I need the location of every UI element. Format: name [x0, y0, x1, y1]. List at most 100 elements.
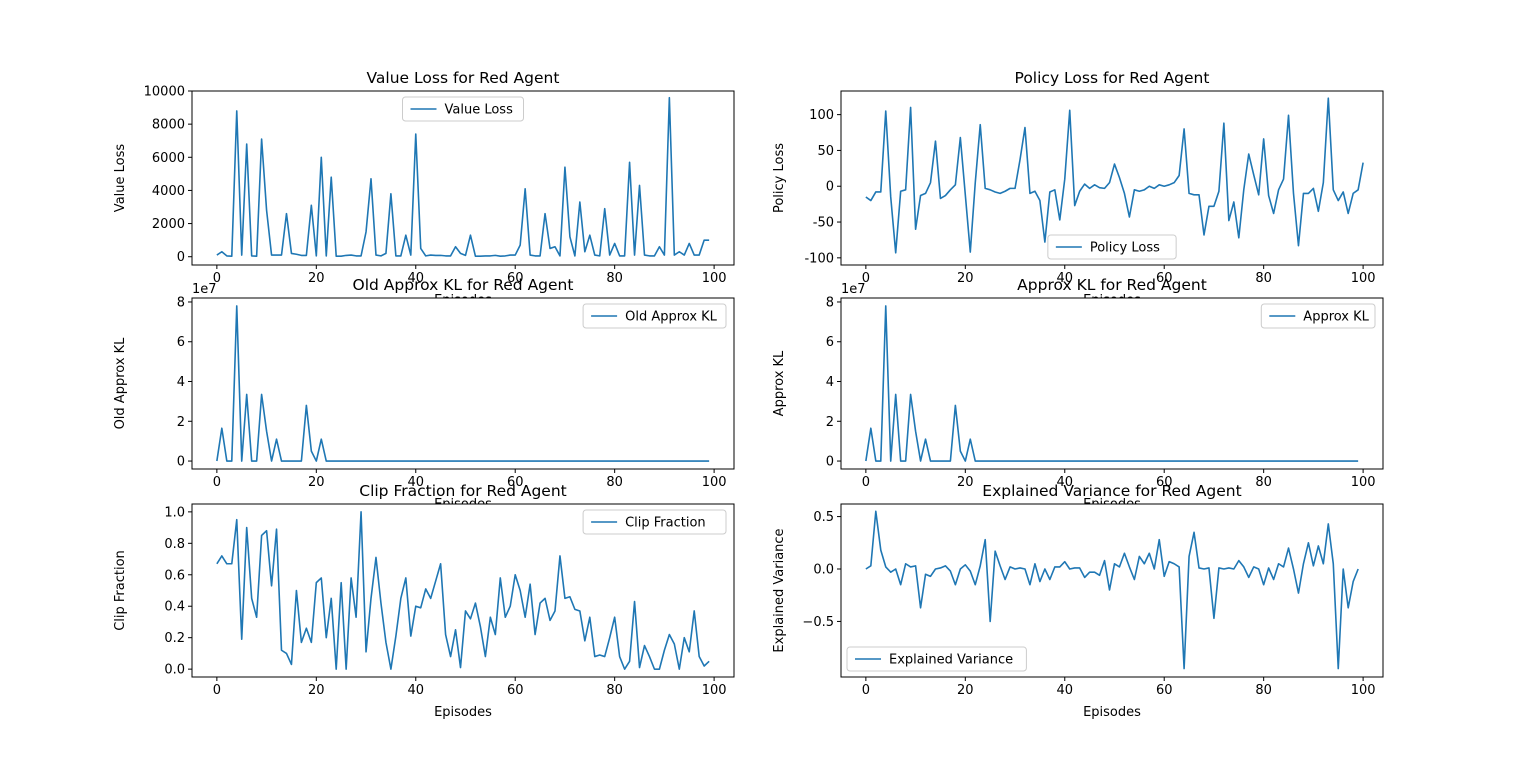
y-tick-label: 0 — [826, 180, 834, 195]
x-tick-label: 60 — [1156, 475, 1173, 490]
x-tick-label: 20 — [957, 683, 974, 698]
y-tick-label: 0.2 — [164, 631, 185, 646]
value-loss-chart: 0 20 40 60 80 100 0 2000 4000 6000 8000 10000 Value … — [113, 69, 735, 308]
value-loss-data-points — [216, 97, 710, 257]
y-tick-label: 2 — [177, 415, 185, 430]
clip-fraction-legend: Clip Fraction — [582, 509, 727, 535]
legend-frame — [1260, 303, 1376, 329]
legend-label: Old Approx KL — [625, 310, 718, 325]
policy-loss-data-points — [865, 98, 1364, 253]
explained-variance-legend: Explained Variance — [846, 646, 1027, 672]
old-approx-kl-data-points — [216, 305, 710, 462]
x-tick-label: 40 — [407, 271, 424, 286]
clip-fraction-series-line — [216, 511, 710, 670]
x-tick-label: 60 — [507, 271, 524, 286]
x-tick-label: 80 — [606, 271, 623, 286]
x-tick-label: 60 — [1156, 271, 1173, 286]
y-tick-label: 50 — [817, 144, 834, 159]
y-axis-label: Clip Fraction — [113, 550, 128, 631]
legend-label: Explained Variance — [889, 653, 1013, 668]
legend-frame — [846, 646, 1027, 672]
legend-label: Approx KL — [1303, 310, 1369, 325]
clip-fraction-data-points — [216, 511, 710, 670]
explained-variance-chart: 0 20 40 60 80 100 −0.5 0.0 0.5 Explained Variance… — [772, 482, 1384, 720]
y-tick-label: 4 — [177, 375, 185, 390]
y-tick-label: 6000 — [152, 151, 185, 166]
x-tick-label: 20 — [308, 683, 325, 698]
x-tick-label: 0 — [862, 683, 870, 698]
value-loss-series-line — [216, 96, 710, 258]
y-tick-label: 2 — [826, 415, 834, 430]
legend-frame — [582, 303, 727, 329]
x-tick-label: 0 — [862, 271, 870, 286]
y-tick-label: 1.0 — [164, 505, 185, 520]
x-tick-label: 100 — [1351, 271, 1376, 286]
x-tick-label: 40 — [1056, 271, 1073, 286]
x-tick-label: 100 — [702, 271, 727, 286]
y-tick-label: 0.0 — [813, 563, 834, 578]
x-tick-label: 20 — [957, 475, 974, 490]
x-tick-label: 40 — [407, 683, 424, 698]
x-tick-label: 20 — [308, 271, 325, 286]
chart-title: Explained Variance for Red Agent — [982, 482, 1241, 500]
x-tick-label: 100 — [1351, 475, 1376, 490]
x-tick-label: 80 — [1255, 271, 1272, 286]
axis-exponent-label: 1e7 — [841, 282, 866, 297]
x-tick-label: 0 — [213, 683, 221, 698]
y-tick-label: 0 — [177, 250, 185, 265]
approx-kl-legend: Approx KL — [1260, 303, 1376, 329]
x-tick-label: 100 — [1351, 683, 1376, 698]
x-axis-label: Episodes — [434, 705, 492, 720]
y-tick-label: 10000 — [144, 85, 185, 100]
y-tick-label: 0.6 — [164, 568, 185, 583]
approx-kl-series-line — [865, 305, 1359, 462]
x-axis-label: Episodes — [1083, 705, 1141, 720]
explained-variance-series-line — [865, 510, 1359, 670]
y-tick-label: 8 — [826, 295, 834, 310]
y-tick-label: 0.8 — [164, 537, 185, 552]
x-tick-label: 40 — [1056, 475, 1073, 490]
y-tick-label: 100 — [809, 108, 834, 123]
clip-fraction-chart: 0 20 40 60 80 100 0.0 0.2 0.4 0.6 0.8 1.0 Clip Fract… — [113, 482, 735, 720]
x-tick-label: 20 — [308, 475, 325, 490]
y-tick-label: 4000 — [152, 184, 185, 199]
chart-title: Clip Fraction for Red Agent — [359, 482, 567, 500]
x-tick-label: 100 — [702, 683, 727, 698]
old-approx-kl-series-line — [216, 305, 710, 462]
y-axis-label: Value Loss — [113, 144, 128, 213]
x-tick-label: 80 — [1255, 683, 1272, 698]
old-approx-kl-legend: Old Approx KL — [582, 303, 727, 329]
y-tick-label: −0.5 — [802, 615, 834, 630]
legend-frame — [582, 509, 727, 535]
y-axis-label: Explained Variance — [772, 528, 787, 652]
x-tick-label: 40 — [1056, 683, 1073, 698]
x-tick-label: 80 — [606, 683, 623, 698]
explained-variance-data-points — [865, 511, 1359, 669]
legend-label: Clip Fraction — [625, 516, 706, 531]
x-tick-label: 60 — [1156, 683, 1173, 698]
policy-loss-legend: Policy Loss — [1047, 234, 1177, 260]
y-tick-label: 0 — [177, 455, 185, 470]
y-tick-label: 2000 — [152, 217, 185, 232]
x-tick-label: 0 — [213, 271, 221, 286]
y-axis-label: Old Approx KL — [113, 337, 128, 430]
approx-kl-data-points — [865, 305, 1359, 462]
legend-frame — [1047, 234, 1177, 260]
x-tick-label: 100 — [702, 475, 727, 490]
y-axis-label: Policy Loss — [772, 143, 787, 213]
chart-title: Policy Loss for Red Agent — [1015, 69, 1210, 87]
x-tick-label: 60 — [507, 683, 524, 698]
y-tick-label: -50 — [813, 216, 834, 231]
y-tick-label: 0 — [826, 455, 834, 470]
old-approx-kl-chart: 0 20 40 60 80 100 0 2 4 6 8 1e7 Old Approx KL for Re… — [113, 276, 735, 512]
value-loss-legend: Value Loss — [402, 96, 524, 122]
chart-title: Value Loss for Red Agent — [367, 69, 560, 87]
y-tick-label: 0.4 — [164, 600, 185, 615]
x-tick-label: 0 — [862, 475, 870, 490]
y-tick-label: 6 — [177, 335, 185, 350]
y-tick-label: 8 — [177, 295, 185, 310]
y-axis-label: Approx KL — [772, 350, 787, 416]
legend-label: Policy Loss — [1090, 241, 1160, 256]
chart-title: Old Approx KL for Red Agent — [353, 276, 574, 294]
